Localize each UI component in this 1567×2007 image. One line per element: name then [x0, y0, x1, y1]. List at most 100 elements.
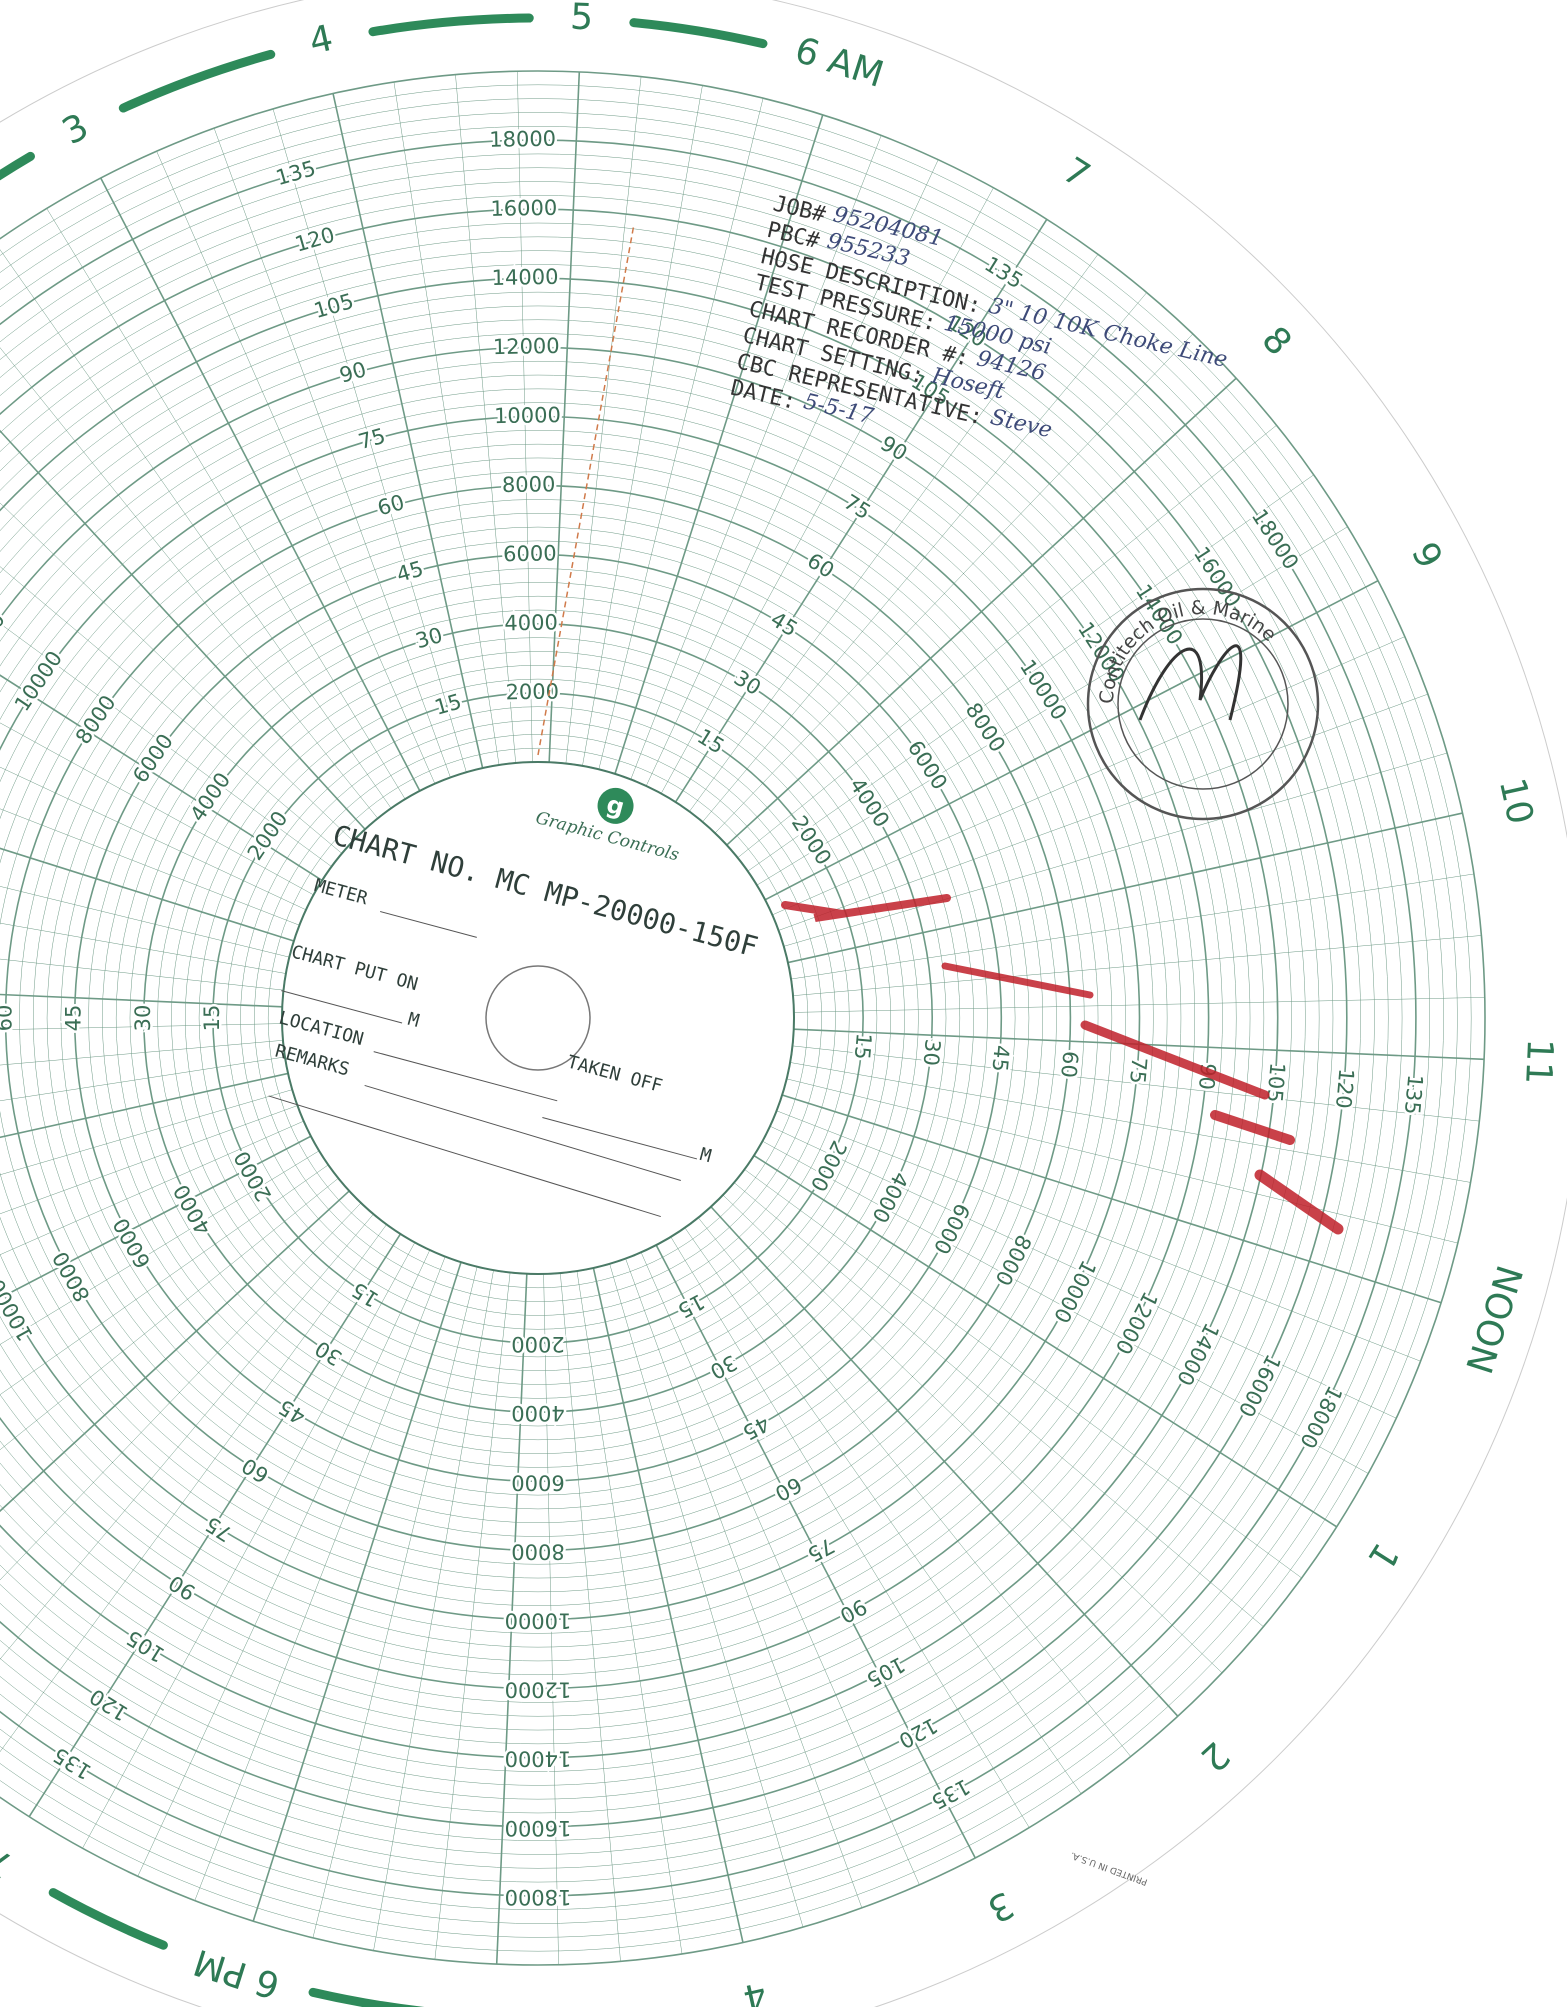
scale-label: 8000 — [502, 472, 556, 497]
grid-circle — [226, 706, 850, 1330]
scale-label: 14000 — [505, 1747, 572, 1771]
time-line — [609, 1263, 804, 1928]
time-line — [0, 722, 314, 896]
time-line — [560, 1273, 621, 1962]
time-line — [0, 1072, 289, 1139]
scale-label: 2000 — [787, 811, 836, 869]
scale-label: 2000 — [243, 807, 293, 865]
field-line — [281, 990, 403, 1024]
field-line — [542, 1117, 698, 1160]
time-line — [0, 674, 323, 882]
scale-label: 8000 — [990, 1231, 1036, 1290]
time-line — [772, 636, 1405, 916]
grid-circle — [0, 457, 1099, 1579]
scale-label: 14000 — [491, 265, 558, 290]
hour-label: 6 AM — [790, 30, 888, 96]
scale-label: 45 — [987, 1044, 1013, 1073]
time-band — [629, 18, 768, 49]
grid-circle — [0, 223, 1333, 1813]
scale-label: 16000 — [1234, 1350, 1286, 1420]
time-line — [373, 1270, 494, 1951]
grid-circle — [19, 499, 1057, 1537]
scale-label: 4000 — [504, 610, 558, 635]
time-line — [592, 1267, 744, 1943]
grid-circle — [32, 512, 1044, 1524]
time-line — [655, 1244, 976, 1859]
scale-label: 18000 — [505, 1885, 572, 1909]
hour-label: 8 — [1254, 319, 1300, 364]
time-line — [787, 812, 1463, 964]
hour-label: 10 — [1491, 774, 1541, 828]
logo: g — [604, 790, 628, 821]
scale-label: 15 — [693, 724, 728, 759]
trace — [1080, 1020, 1270, 1100]
stamp-ring — [1117, 618, 1289, 790]
time-line — [790, 873, 1475, 980]
scale-label: 18000 — [489, 127, 556, 152]
scale-label: 135 — [1400, 1074, 1427, 1116]
time-line — [332, 93, 484, 769]
time-line — [0, 1178, 339, 1451]
scale-label: 105 — [311, 289, 356, 323]
scale-label: 10000 — [10, 647, 67, 716]
time-line — [582, 85, 703, 766]
time-line — [0, 1202, 362, 1581]
time-line — [726, 377, 1237, 846]
time-line — [213, 128, 451, 778]
trace — [1254, 1169, 1344, 1235]
grid-circle — [129, 609, 947, 1427]
scale-label: 8000 — [48, 1247, 95, 1305]
time-line — [674, 218, 1048, 803]
grid-circle — [0, 333, 1223, 1703]
scale-label: 45 — [62, 1005, 86, 1032]
scale-label: 16000 — [505, 1816, 572, 1840]
scale-label: 12000 — [505, 1678, 572, 1702]
scale-label: 15 — [200, 1005, 224, 1032]
scale-label: 10000 — [494, 403, 561, 428]
time-line — [46, 208, 406, 800]
time-band — [0, 151, 35, 181]
scale-label: 12000 — [0, 608, 10, 677]
time-line — [744, 1169, 1302, 1579]
time-line — [722, 1194, 1223, 1674]
grid-circle — [0, 236, 1320, 1800]
time-line — [0, 1089, 293, 1176]
grid-circle — [0, 292, 1264, 1744]
time-line — [0, 847, 295, 942]
grid-circle — [0, 444, 1112, 1592]
hour-label: 4 — [739, 1973, 770, 2007]
grid-circle — [0, 208, 1348, 1828]
scale-label: 10000 — [1015, 655, 1072, 724]
grid-circle — [0, 415, 1141, 1621]
grid-circle — [0, 388, 1168, 1648]
grid-circle — [240, 720, 836, 1316]
time-line — [0, 808, 300, 926]
time-line — [393, 81, 500, 766]
time-line — [660, 187, 994, 794]
grid-circle — [185, 665, 891, 1371]
time-line — [0, 429, 366, 830]
grid-circle — [157, 637, 919, 1399]
hour-label: NOON — [1457, 1260, 1529, 1378]
time-line — [495, 1273, 528, 1965]
grid-circle — [4, 484, 1072, 1552]
time-line — [698, 1217, 1131, 1757]
grid-circle — [0, 305, 1251, 1731]
grid-circle — [60, 540, 1016, 1496]
scale-label: 135 — [273, 156, 318, 190]
scale-label: 18000 — [1247, 505, 1304, 574]
time-line — [272, 108, 467, 773]
scale-label: 90 — [337, 357, 369, 387]
time-line — [0, 766, 307, 911]
time-line — [28, 1233, 402, 1818]
time-line — [670, 1236, 1030, 1828]
scale-label: 120 — [895, 1713, 942, 1753]
scale-label: 15 — [347, 1277, 382, 1312]
scale-label: 4000 — [845, 774, 894, 832]
trace — [781, 894, 951, 922]
time-line — [312, 1266, 478, 1938]
time-line — [625, 1258, 863, 1908]
time-line — [0, 1224, 387, 1753]
grid-circle — [0, 402, 1154, 1634]
scale-label: 45 — [394, 556, 426, 586]
